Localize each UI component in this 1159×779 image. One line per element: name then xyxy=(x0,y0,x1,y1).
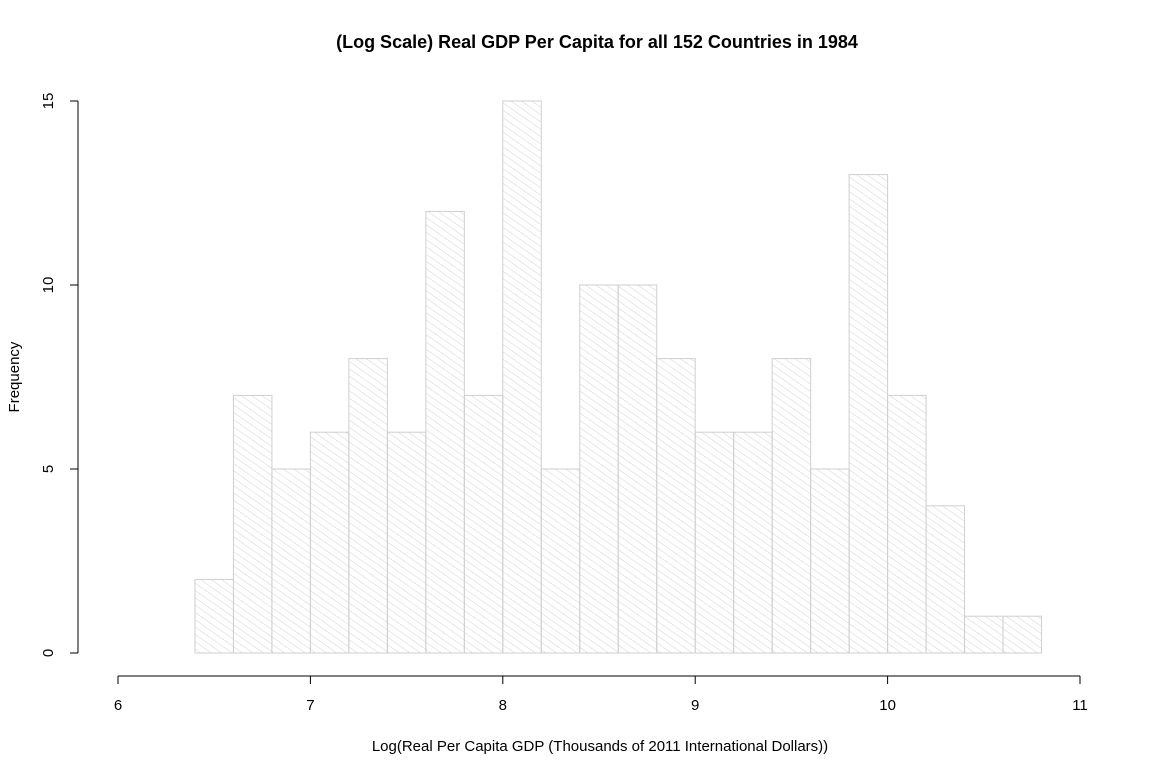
histogram-bar xyxy=(579,284,619,654)
histogram-bar xyxy=(463,394,504,654)
y-tick-label: 15 xyxy=(40,93,57,110)
histogram-bar xyxy=(232,394,273,654)
histogram-bar xyxy=(194,578,234,654)
y-tick-label: 10 xyxy=(40,277,57,294)
histogram-bar xyxy=(271,468,311,654)
histogram-bar xyxy=(771,358,812,654)
histogram-bar xyxy=(386,431,427,654)
y-axis: 0 5 10 15 xyxy=(40,93,79,657)
histogram-bar xyxy=(964,615,1004,654)
histogram-bar xyxy=(540,468,581,654)
histogram-bar xyxy=(425,210,465,654)
x-tick-label: 9 xyxy=(691,697,699,714)
histogram-bar xyxy=(694,431,735,654)
histogram-bar xyxy=(925,505,966,654)
x-tick-label: 10 xyxy=(879,697,896,714)
y-axis-label: Frequency xyxy=(6,341,23,412)
x-axis-label: Log(Real Per Capita GDP (Thousands of 20… xyxy=(372,738,828,755)
histogram-bar xyxy=(810,468,850,654)
histogram-bar xyxy=(656,358,696,654)
histogram-bar xyxy=(617,284,658,654)
x-tick-label: 8 xyxy=(499,697,507,714)
histogram-bar xyxy=(848,174,889,654)
x-tick-label: 11 xyxy=(1072,697,1088,714)
x-tick-label: 7 xyxy=(306,697,314,714)
x-tick-label: 6 xyxy=(114,697,122,714)
y-tick-label: 0 xyxy=(40,649,57,657)
y-tick-label: 5 xyxy=(40,465,57,473)
histogram-bar xyxy=(1002,615,1043,654)
x-axis: 6 7 8 9 10 11 xyxy=(114,675,1088,714)
chart-title: (Log Scale) Real GDP Per Capita for all … xyxy=(336,32,858,52)
histogram-bar xyxy=(348,358,388,654)
bars-layer xyxy=(194,100,1043,654)
histogram-bar xyxy=(309,431,350,654)
histogram-bar xyxy=(502,100,542,654)
histogram-bar xyxy=(887,394,927,654)
histogram-bar xyxy=(733,431,773,654)
